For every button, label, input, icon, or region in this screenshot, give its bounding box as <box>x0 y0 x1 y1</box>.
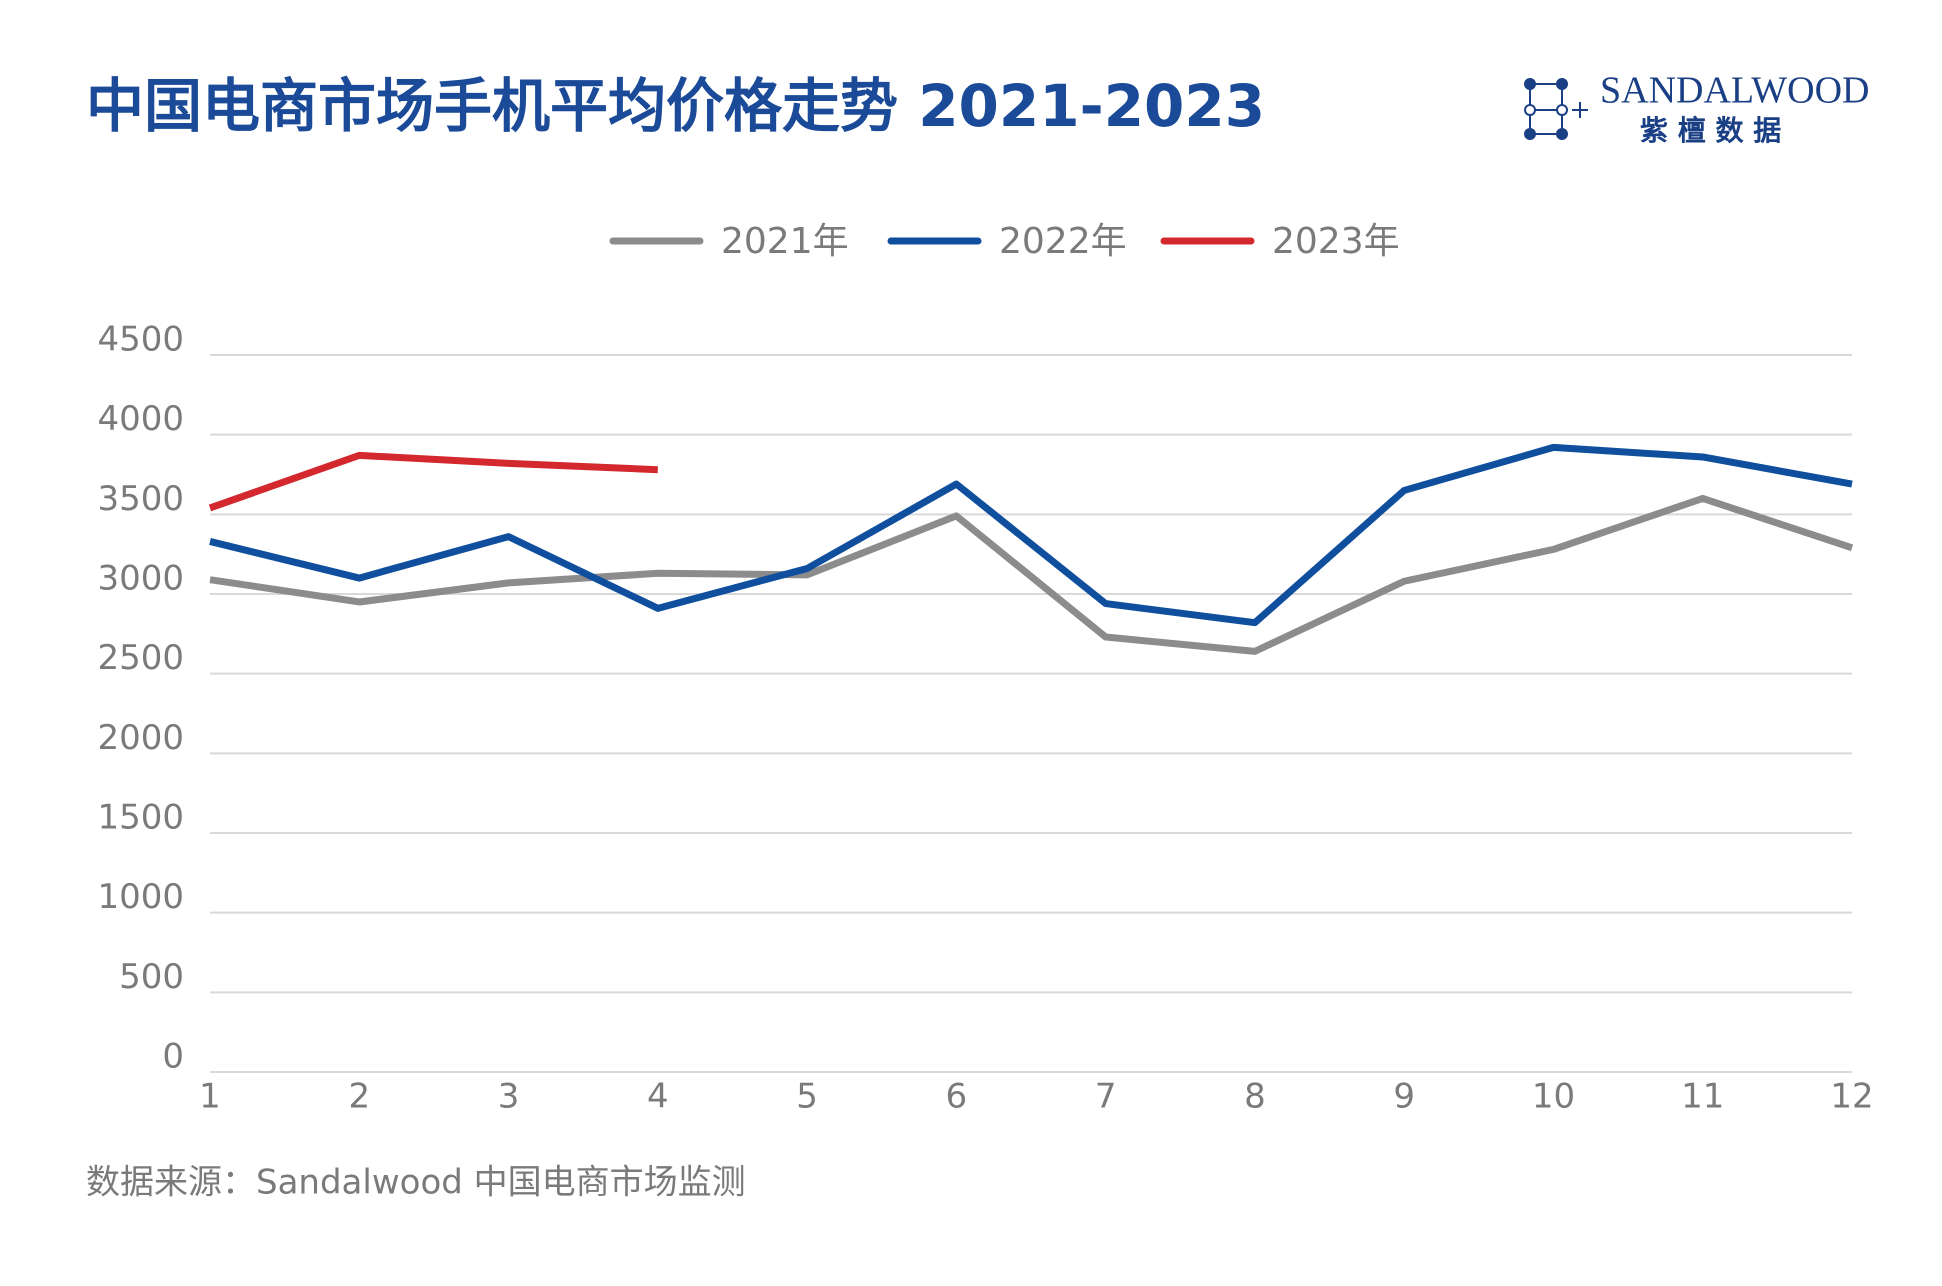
series-line <box>208 451 658 512</box>
chart-title: 中国电商市场手机平均价格走势 2021-2023 <box>86 72 1265 140</box>
logo-name: SANDALWOOD <box>1600 70 1870 112</box>
y-tick-label: 3500 <box>97 479 184 519</box>
y-tick-label: 1500 <box>97 798 184 838</box>
x-tick-label: 4 <box>647 1077 669 1117</box>
series-line <box>209 443 1853 627</box>
y-tick-label: 2500 <box>97 638 184 678</box>
x-tick-label: 8 <box>1244 1077 1266 1117</box>
y-tick-label: 3000 <box>97 559 184 599</box>
x-tick-label: 10 <box>1532 1077 1575 1117</box>
x-tick-label: 7 <box>1095 1077 1117 1117</box>
x-tick-label: 2 <box>348 1077 370 1117</box>
x-tick-label: 9 <box>1393 1077 1415 1117</box>
logo-subtitle: 紫 檀 数 据 <box>1640 114 1781 147</box>
source-note: 数据来源：Sandalwood 中国电商市场监测 <box>86 1163 746 1203</box>
legend-label: 2023年 <box>1272 221 1400 262</box>
x-tick-label: 11 <box>1681 1077 1724 1117</box>
y-tick-label: 4000 <box>97 399 184 439</box>
legend-label: 2021年 <box>721 221 849 262</box>
y-tick-label: 4500 <box>97 320 184 360</box>
y-tick-label: 500 <box>119 957 184 997</box>
x-tick-label: 6 <box>946 1077 968 1117</box>
y-tick-label: 1000 <box>97 877 184 917</box>
x-tick-label: 5 <box>796 1077 818 1117</box>
logo-icon <box>1524 78 1588 140</box>
legend-label: 2022年 <box>999 221 1127 262</box>
x-tick-label: 1 <box>199 1077 221 1117</box>
y-tick-label: 0 <box>162 1037 184 1077</box>
x-tick-label: 3 <box>498 1077 520 1117</box>
y-tick-label: 2000 <box>97 718 184 758</box>
series-line <box>209 494 1854 655</box>
x-tick-label: 12 <box>1830 1077 1873 1117</box>
